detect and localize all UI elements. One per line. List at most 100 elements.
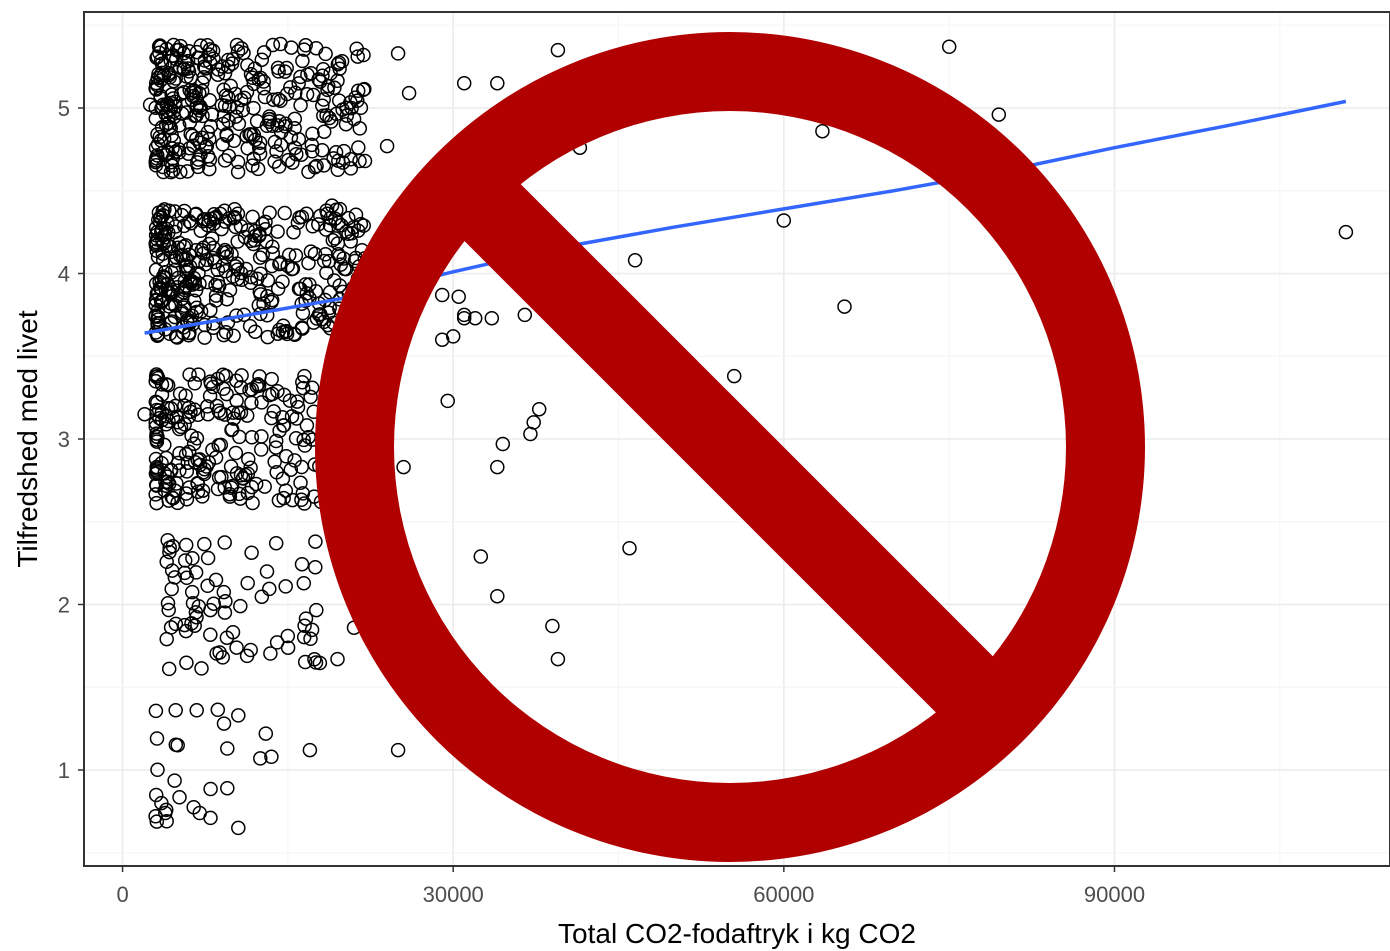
data-point — [240, 575, 255, 591]
data-point — [160, 400, 176, 416]
data-point — [252, 369, 267, 384]
data-point — [177, 565, 192, 581]
data-point — [161, 602, 176, 618]
data-point — [153, 68, 168, 83]
data-point — [159, 554, 174, 570]
data-point — [291, 76, 306, 91]
data-point — [165, 410, 181, 425]
data-point — [941, 39, 957, 55]
data-point — [776, 213, 792, 228]
data-point — [265, 118, 280, 134]
data-point — [213, 437, 229, 453]
data-point — [255, 247, 270, 263]
data-point — [325, 233, 341, 248]
data-point — [245, 158, 260, 173]
data-point — [356, 218, 371, 233]
data-point — [183, 404, 198, 419]
data-point — [296, 575, 312, 591]
data-point — [184, 616, 199, 631]
data-point — [284, 261, 299, 277]
data-point — [318, 247, 333, 262]
data-point — [254, 395, 269, 410]
data-point — [159, 631, 174, 647]
data-point — [297, 496, 312, 511]
data-point — [270, 384, 285, 399]
data-point — [227, 209, 243, 225]
data-point — [190, 476, 206, 491]
data-point — [316, 108, 331, 123]
data-point — [159, 408, 174, 424]
data-point — [277, 205, 292, 221]
data-point — [299, 86, 315, 102]
data-point — [308, 655, 324, 670]
data-point — [304, 144, 320, 159]
data-point — [297, 654, 313, 670]
data-point — [223, 78, 238, 94]
data-point — [188, 282, 204, 298]
data-point — [219, 386, 234, 402]
data-point — [233, 598, 248, 614]
data-point — [224, 56, 240, 71]
data-point — [230, 271, 245, 287]
data-point — [260, 329, 275, 345]
data-point — [316, 92, 331, 107]
data-point — [248, 476, 264, 492]
data-point — [296, 629, 312, 645]
data-point — [338, 261, 354, 277]
data-point — [225, 405, 241, 420]
data-point — [200, 550, 216, 566]
data-point — [214, 221, 229, 237]
x-tick-label: 60000 — [753, 882, 814, 907]
data-point — [158, 474, 173, 490]
data-point — [203, 781, 218, 797]
data-point — [190, 407, 206, 423]
data-point — [197, 330, 212, 345]
data-point — [318, 46, 333, 62]
data-point — [256, 80, 271, 96]
data-point — [270, 281, 286, 297]
data-point — [267, 154, 282, 169]
data-point — [331, 55, 347, 70]
data-point — [307, 159, 323, 175]
data-point — [229, 100, 245, 115]
data-point — [322, 110, 337, 126]
data-point — [288, 248, 304, 263]
data-point — [331, 93, 347, 108]
data-point — [456, 310, 472, 326]
data-point — [303, 631, 318, 647]
data-point — [309, 602, 324, 618]
data-point — [348, 207, 364, 222]
data-point — [289, 394, 305, 409]
data-point — [149, 464, 165, 480]
data-point — [284, 40, 299, 55]
data-point — [149, 461, 165, 476]
data-point — [277, 64, 293, 79]
data-point — [297, 368, 312, 384]
data-point — [316, 158, 332, 173]
data-point — [336, 143, 352, 159]
data-point — [269, 465, 284, 480]
data-point — [194, 661, 209, 676]
data-point — [182, 367, 197, 382]
data-point — [314, 142, 330, 158]
data-point — [218, 368, 234, 384]
y-tick-label: 5 — [58, 96, 70, 121]
data-point — [299, 418, 315, 433]
data-point — [193, 304, 209, 319]
data-point — [495, 436, 511, 452]
data-point — [256, 45, 272, 60]
data-point — [150, 49, 165, 64]
data-point — [177, 617, 192, 633]
data-point — [191, 367, 206, 382]
data-point — [166, 73, 181, 89]
data-point — [264, 292, 280, 308]
data-point — [178, 537, 194, 553]
data-point — [190, 484, 206, 500]
y-tick-label: 4 — [58, 261, 70, 286]
data-point — [296, 432, 311, 448]
data-point — [268, 535, 284, 551]
data-point — [218, 324, 234, 340]
data-point — [316, 253, 332, 269]
data-point — [232, 429, 247, 445]
data-point — [148, 703, 164, 719]
